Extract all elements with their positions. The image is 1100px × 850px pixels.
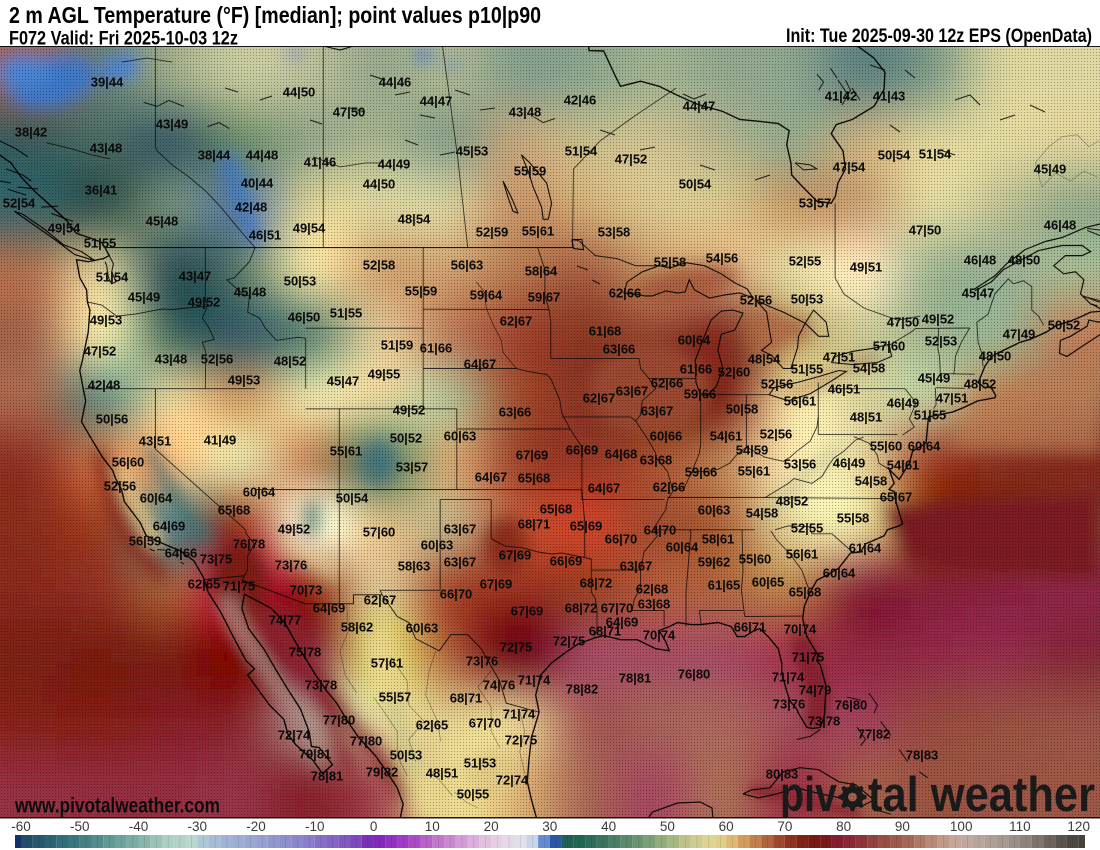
svg-text:2 m AGL Temperature (°F) [medi: 2 m AGL Temperature (°F) [median]; point…: [9, 2, 541, 28]
svg-text:F072 Valid: Fri 2025-10-03 12z: F072 Valid: Fri 2025-10-03 12z: [9, 29, 238, 50]
svg-text:Init: Tue 2025-09-30 12z EPS (: Init: Tue 2025-09-30 12z EPS (OpenData): [786, 26, 1092, 47]
